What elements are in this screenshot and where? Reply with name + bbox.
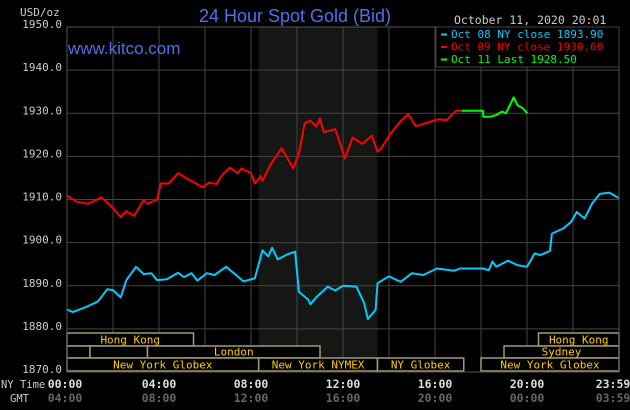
session-label: Hong Kong — [100, 334, 160, 347]
series-line-0 — [66, 191, 620, 320]
watermark-kitco: www.kitco.com — [67, 39, 180, 58]
y-tick-label: 1900.0 — [22, 234, 62, 247]
x-tick-ny: 00:00 — [48, 377, 83, 391]
session-label: Sydney — [542, 346, 582, 359]
session-block — [89, 345, 149, 359]
x-tick-gmt: 20:00 — [418, 391, 453, 405]
y-tick-label: 1870.0 — [22, 363, 62, 376]
y-tick-label: 1950.0 — [22, 18, 62, 31]
x-tick-ny: 12:00 — [326, 377, 361, 391]
session-label: NY Globex — [391, 359, 451, 372]
series-line-2 — [461, 96, 529, 118]
session-ny-globex: NY Globex — [376, 357, 465, 372]
session-label: Hong Kong — [549, 334, 609, 347]
session-hong-kong: Hong Kong — [66, 332, 195, 347]
session-london: London — [146, 345, 321, 359]
chart-title: 24 Hour Spot Gold (Bid) — [199, 6, 391, 26]
session-label: London — [214, 346, 254, 359]
legend-entry: Oct 08 NY close 1893.90 — [451, 28, 603, 41]
y-tick-label: 1930.0 — [22, 104, 62, 117]
session-new-york-globex: New York Globex — [480, 357, 620, 372]
session-sydney: Sydney — [503, 345, 620, 359]
session-box — [376, 357, 465, 372]
legend-box — [435, 26, 620, 68]
x-tick-gmt: 00:00 — [510, 391, 545, 405]
gmt-label: GMT — [10, 393, 30, 405]
y-tick-label: 1940.0 — [22, 61, 62, 74]
session-box — [89, 345, 149, 359]
x-tick-gmt: 03:59 — [596, 391, 630, 405]
x-tick-ny: 16:00 — [418, 377, 453, 391]
y-tick-label: 1890.0 — [22, 277, 62, 290]
legend-entry: Oct 11 Last 1928.50 — [451, 53, 577, 66]
session-label: New York Globex — [113, 359, 213, 372]
y-tick-label: 1920.0 — [22, 147, 62, 160]
x-tick-gmt: 16:00 — [326, 391, 361, 405]
ny-time-label: NY Time — [1, 379, 45, 391]
session-new-york-nymex: New York NYMEX — [257, 357, 379, 372]
plot-border — [66, 26, 620, 373]
session-label: New York NYMEX — [272, 359, 365, 372]
x-tick-ny: 20:00 — [510, 377, 545, 391]
session-hong-kong: Hong Kong — [537, 332, 620, 347]
session-box — [66, 345, 91, 359]
series-line-1 — [66, 109, 462, 219]
session-new-york-globex: New York Globex — [66, 357, 260, 372]
x-tick-gmt: 08:00 — [142, 391, 177, 405]
x-tick-ny: 04:00 — [142, 377, 177, 391]
session-label: New York Globex — [500, 359, 600, 372]
timestamp: October 11, 2020 20:01 — [454, 13, 606, 27]
legend-entry: Oct 09 NY close 1930.60 — [451, 41, 603, 54]
session-block — [66, 345, 91, 359]
x-tick-gmt: 12:00 — [234, 391, 269, 405]
y-tick-label: 1910.0 — [22, 191, 62, 204]
y-axis-unit: USD/oz — [20, 6, 60, 19]
y-tick-label: 1880.0 — [22, 320, 62, 333]
x-tick-gmt: 04:00 — [48, 391, 83, 405]
x-tick-ny: 08:00 — [234, 377, 269, 391]
x-tick-ny: 23:59 — [596, 377, 630, 391]
